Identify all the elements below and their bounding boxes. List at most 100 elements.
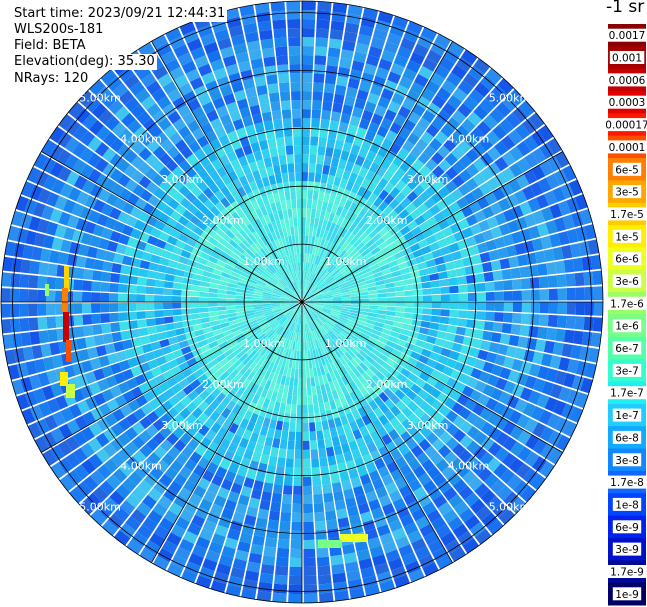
range-gate [401,247,413,256]
range-gate [142,517,158,532]
range-gate [330,111,341,122]
range-gate [454,361,466,373]
range-gate [303,314,306,324]
range-gate [34,358,46,373]
range-gate [326,320,335,327]
range-gate [253,304,263,308]
range-gate [239,5,255,17]
range-gate [456,57,473,73]
range-gate [326,519,338,530]
range-gate [260,273,270,281]
range-gate [324,334,331,343]
range-gate [327,455,337,466]
range-gate [340,49,354,61]
range-gate [335,84,347,96]
range-gate [227,215,237,226]
range-gate [375,370,386,381]
range-gate [354,540,369,553]
range-gate [327,318,336,326]
range-gate [302,359,306,369]
range-gate [237,317,247,323]
range-gate [312,274,318,283]
range-gate [432,345,443,355]
range-gate [338,434,348,445]
range-gate [180,395,192,408]
range-gate [325,221,332,231]
range-gate [263,120,274,131]
range-gate [312,226,318,237]
range-gate [408,458,421,471]
range-gate [79,147,94,163]
range-gate [191,514,206,528]
range-gate [344,210,353,221]
range-gate [475,320,485,330]
range-gate [241,216,251,226]
range-gate [243,368,252,378]
range-gate [262,308,273,313]
range-gate [202,558,218,572]
range-gate [37,303,47,316]
range-gate [441,206,453,219]
range-gate [248,336,257,345]
range-gate [191,318,202,326]
range-gate [171,554,187,569]
range-gate [110,437,124,452]
range-gate [267,519,279,530]
range-gate [191,161,204,173]
range-gate [295,431,302,442]
range-gate [554,217,567,232]
range-gate [254,354,263,364]
range-gate [280,304,290,308]
range-gate [101,92,118,109]
range-gate [395,302,406,307]
range-gate [413,419,426,432]
range-gate [305,332,309,342]
range-gate [181,569,198,583]
range-gate [309,312,315,321]
range-gate [336,261,345,269]
range-gate [137,319,147,328]
range-gate [292,494,302,505]
range-gate [413,302,424,308]
range-gate [499,367,512,380]
range-gate [291,313,297,322]
range-gate [278,356,285,366]
colorbar-tick-label: 0.00017 [605,120,647,132]
range-gate [257,508,269,520]
range-gate [477,467,493,482]
range-gate [144,351,156,362]
range-gate [254,289,264,294]
range-gate [535,194,549,209]
range-gate [262,445,272,456]
range-gate [331,269,340,277]
range-gate [535,339,546,352]
range-gate [302,280,305,290]
range-gate [189,231,201,242]
range-gate [305,280,309,290]
range-gate [158,166,172,179]
range-gate [401,185,413,197]
range-gate [147,359,159,370]
azimuth-spoke [151,301,303,563]
range-gate [556,274,567,288]
range-gate [125,413,139,426]
range-gate [102,163,116,178]
range-gate [383,387,394,399]
range-gate [314,295,324,299]
range-gate [241,205,250,216]
range-gate [326,363,333,373]
range-gate [244,307,254,312]
range-gate [406,191,418,203]
range-gate [186,153,199,166]
range-gate [197,257,208,266]
high-backscatter-mark [45,284,49,296]
range-gate [309,154,317,164]
range-gate [261,300,271,302]
range-gate [185,68,201,82]
range-gate [373,133,385,146]
range-label: 1.00km [325,337,367,350]
range-gate [314,294,323,298]
range-gate [133,126,148,141]
range-gate [554,169,568,186]
range-gate [104,413,118,427]
